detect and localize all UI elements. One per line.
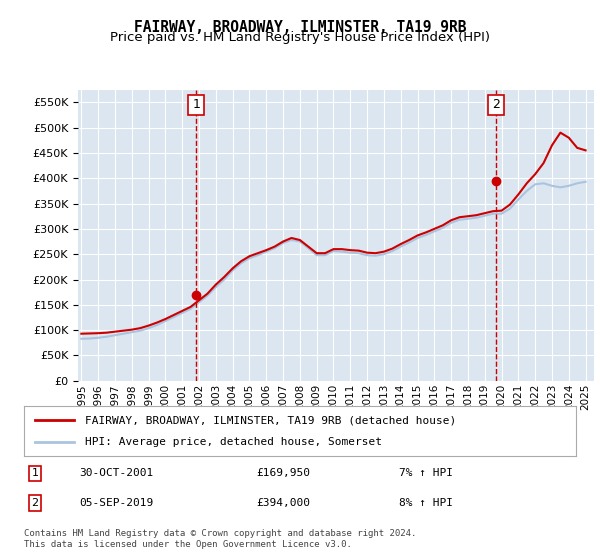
Text: 30-OCT-2001: 30-OCT-2001 <box>79 468 154 478</box>
Text: £169,950: £169,950 <box>256 468 310 478</box>
Text: 1: 1 <box>32 468 38 478</box>
Text: 05-SEP-2019: 05-SEP-2019 <box>79 498 154 508</box>
Text: 1: 1 <box>192 99 200 111</box>
Text: 2: 2 <box>492 99 500 111</box>
Text: 7% ↑ HPI: 7% ↑ HPI <box>400 468 454 478</box>
Text: 8% ↑ HPI: 8% ↑ HPI <box>400 498 454 508</box>
Text: 2: 2 <box>31 498 38 508</box>
Text: Price paid vs. HM Land Registry's House Price Index (HPI): Price paid vs. HM Land Registry's House … <box>110 31 490 44</box>
Text: £394,000: £394,000 <box>256 498 310 508</box>
Text: FAIRWAY, BROADWAY, ILMINSTER, TA19 9RB: FAIRWAY, BROADWAY, ILMINSTER, TA19 9RB <box>134 20 466 35</box>
Text: FAIRWAY, BROADWAY, ILMINSTER, TA19 9RB (detached house): FAIRWAY, BROADWAY, ILMINSTER, TA19 9RB (… <box>85 415 456 425</box>
Text: HPI: Average price, detached house, Somerset: HPI: Average price, detached house, Some… <box>85 437 382 447</box>
Text: Contains HM Land Registry data © Crown copyright and database right 2024.
This d: Contains HM Land Registry data © Crown c… <box>24 529 416 549</box>
